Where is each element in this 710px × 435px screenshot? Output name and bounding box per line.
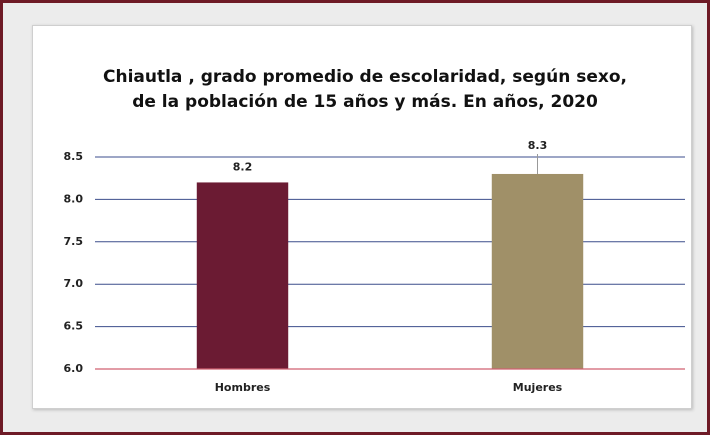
y-tick-label: 6.5 [64,320,84,333]
chart-title: de la población de 15 años y más. En año… [132,92,598,112]
data-label: 8.2 [233,160,253,173]
y-tick-label: 8.5 [64,150,84,163]
x-tick-label: Mujeres [513,381,563,394]
y-tick-label: 8.0 [64,192,84,205]
y-tick-label: 7.0 [64,277,84,290]
y-tick-label: 7.5 [64,235,84,248]
chart-title: Chiautla , grado promedio de escolaridad… [103,67,627,87]
x-tick-label: Hombres [215,381,271,394]
data-label: 8.3 [528,139,548,152]
bar [196,182,289,369]
bar [491,173,584,369]
y-tick-label: 6.0 [64,362,84,375]
